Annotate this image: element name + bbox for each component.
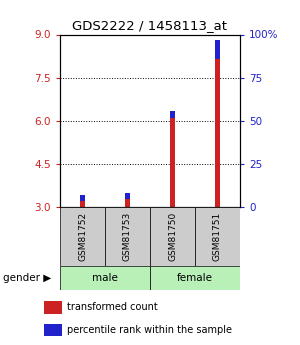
Text: transformed count: transformed count (67, 303, 157, 313)
Bar (215, 40, 220, 207)
Bar (60, 207, 105, 266)
Bar (125, 194, 130, 199)
Bar (60, 266, 150, 290)
Bar (105, 207, 150, 266)
Text: GSM81752: GSM81752 (78, 212, 87, 261)
Bar (125, 199, 130, 207)
Text: percentile rank within the sample: percentile rank within the sample (67, 325, 232, 335)
Bar (215, 40, 220, 59)
Text: GSM81751: GSM81751 (213, 212, 222, 261)
Bar (44, 324, 62, 336)
Bar (80, 195, 85, 201)
Bar (150, 266, 240, 290)
Bar (80, 201, 85, 207)
Bar (44, 301, 62, 314)
Bar (170, 118, 175, 207)
Text: male: male (92, 273, 118, 283)
Text: female: female (177, 273, 213, 283)
Bar (195, 207, 240, 266)
Text: gender ▶: gender ▶ (3, 273, 51, 283)
Text: GSM81750: GSM81750 (168, 212, 177, 261)
Text: GSM81753: GSM81753 (123, 212, 132, 261)
Title: GDS2222 / 1458113_at: GDS2222 / 1458113_at (73, 19, 227, 32)
Bar (150, 207, 195, 266)
Bar (170, 111, 175, 118)
